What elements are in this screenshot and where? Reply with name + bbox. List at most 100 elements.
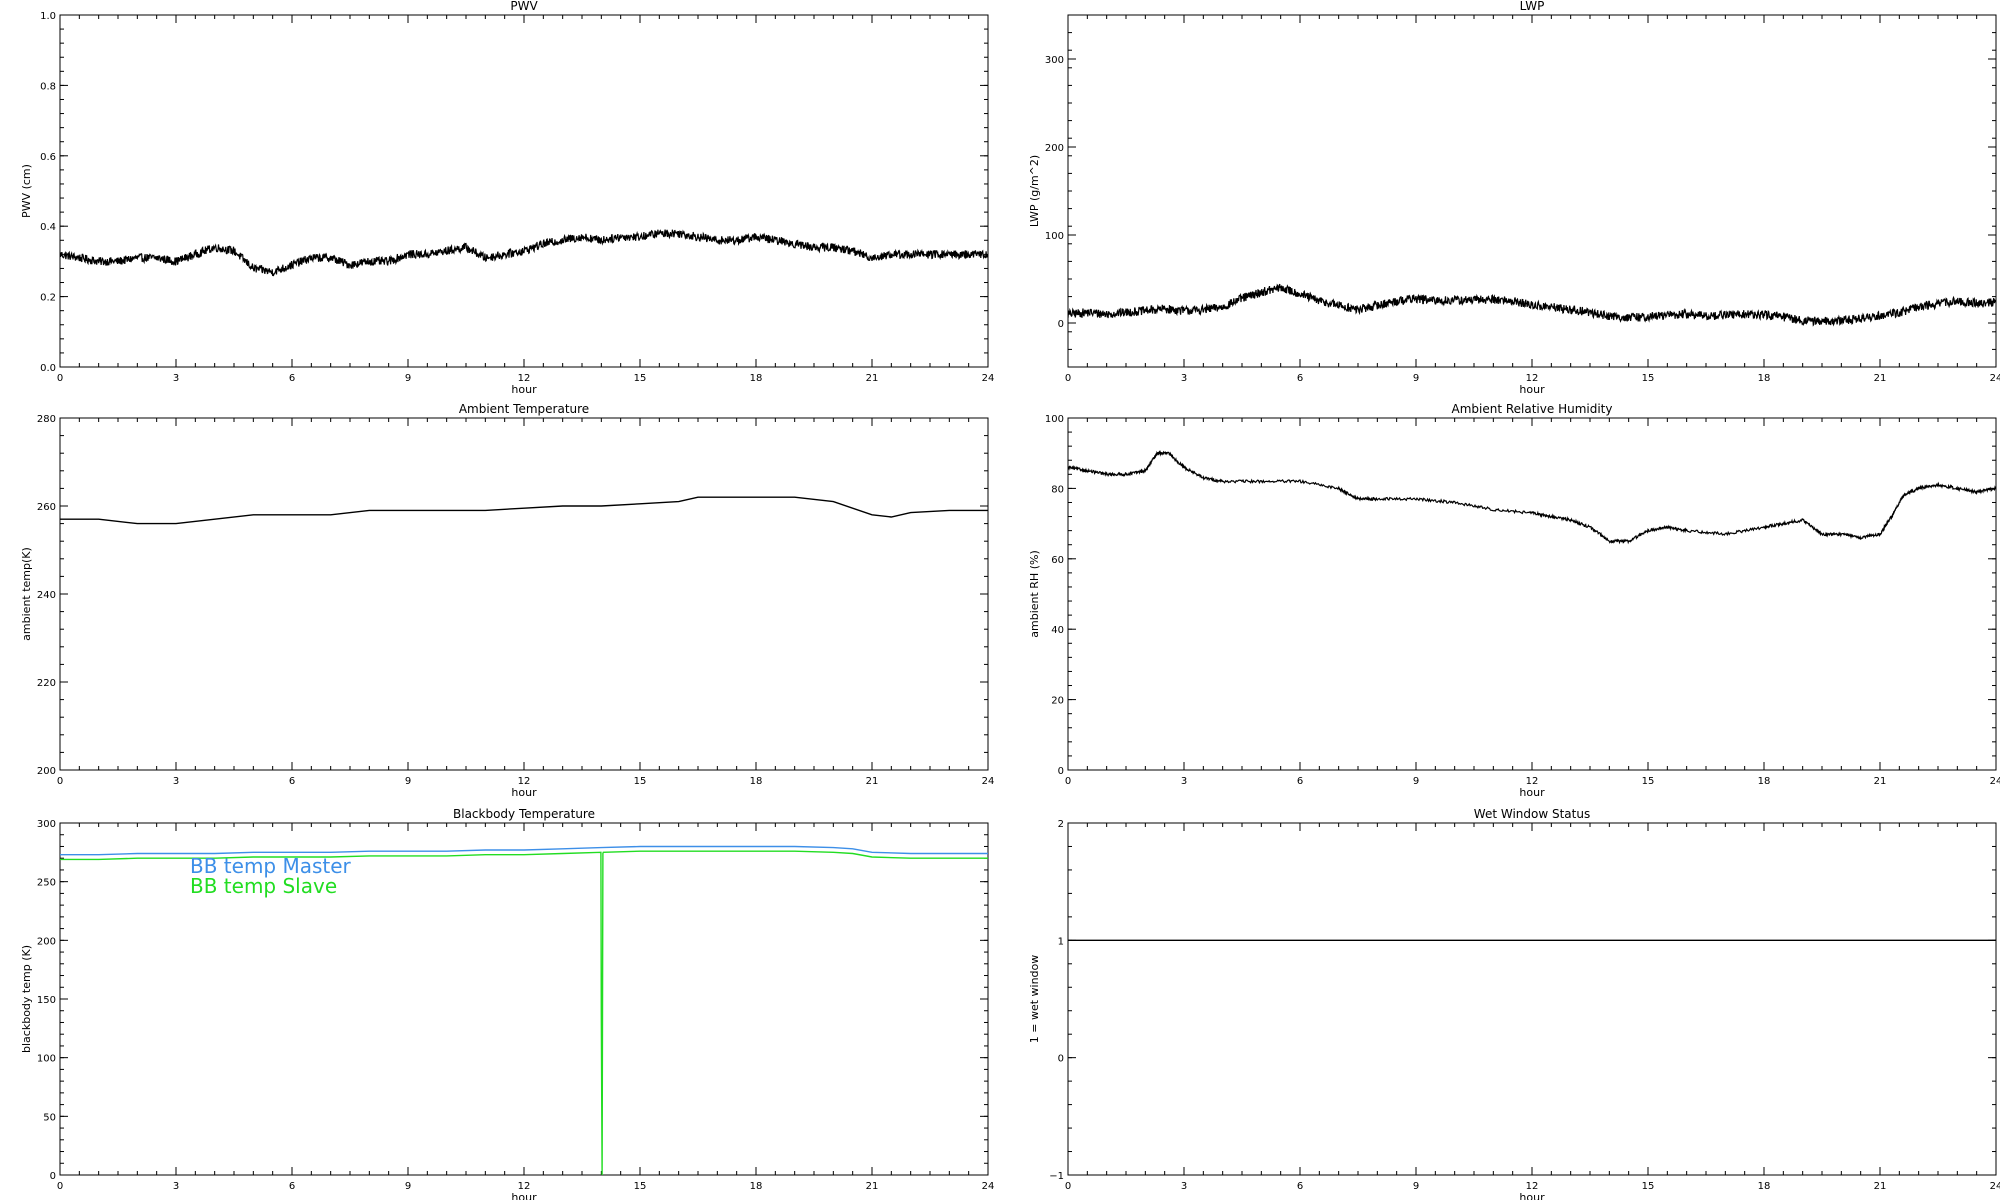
x-tick-label: 21: [866, 373, 879, 384]
chart-panel-3: Ambient Temperature 0 3 6 9 12 15 18 21 24 200 220 2…: [20, 402, 994, 799]
chart-title: Ambient Relative Humidity: [1452, 402, 1613, 416]
x-tick-label: 3: [173, 1181, 179, 1192]
y-axis-label: LWP (g/m^2): [1028, 155, 1041, 227]
x-tick-label: 0: [57, 776, 63, 787]
y-axis-label: blackbody temp (K): [20, 945, 33, 1053]
y-tick-label: 200: [37, 766, 56, 777]
x-tick-label: 6: [1297, 776, 1303, 787]
x-tick-label: 12: [518, 776, 531, 787]
x-tick-label: 24: [982, 776, 995, 787]
x-tick-label: 6: [289, 776, 295, 787]
x-tick-label: 21: [1874, 776, 1887, 787]
x-tick-label: 18: [750, 776, 763, 787]
x-tick-label: 24: [982, 373, 995, 384]
y-tick-label: 50: [43, 1112, 56, 1123]
plot-frame: [59, 14, 989, 368]
x-axis-label: hour: [1519, 1191, 1545, 1200]
x-tick-label: 18: [1758, 373, 1771, 384]
plot-frame: [59, 417, 989, 771]
y-tick-label: 0: [1058, 1054, 1064, 1065]
x-tick-label: 15: [634, 776, 647, 787]
x-tick-label: 12: [1526, 373, 1539, 384]
x-tick-label: 6: [289, 1181, 295, 1192]
legend-entry: BB temp Slave: [190, 874, 337, 898]
x-tick-label: 12: [518, 1181, 531, 1192]
x-tick-label: 9: [405, 373, 411, 384]
y-tick-label: −1: [1049, 1171, 1064, 1182]
chart-title: Wet Window Status: [1474, 807, 1590, 821]
x-tick-label: 9: [405, 1181, 411, 1192]
chart-title: LWP: [1520, 0, 1545, 13]
x-tick-label: 9: [1413, 373, 1419, 384]
x-tick-label: 9: [1413, 776, 1419, 787]
x-tick-label: 0: [1065, 776, 1071, 787]
x-tick-label: 15: [634, 373, 647, 384]
y-tick-label: 300: [1045, 55, 1064, 66]
x-tick-label: 3: [1181, 776, 1187, 787]
x-tick-label: 24: [1990, 1181, 2000, 1192]
x-tick-label: 3: [1181, 1181, 1187, 1192]
x-tick-label: 3: [173, 776, 179, 787]
x-tick-label: 18: [750, 1181, 763, 1192]
y-tick-label: 200: [37, 936, 56, 947]
y-tick-label: 2: [1058, 819, 1064, 830]
y-tick-label: 0.4: [40, 222, 56, 233]
y-axis-label: 1 = wet window: [1028, 955, 1041, 1044]
y-tick-label: 280: [37, 414, 56, 425]
x-tick-label: 21: [1874, 373, 1887, 384]
y-tick-label: 1: [1058, 936, 1064, 947]
x-axis-label: hour: [511, 1191, 537, 1200]
series-line-1: [60, 496, 988, 525]
y-tick-label: 0.2: [40, 293, 56, 304]
y-tick-label: 250: [37, 878, 56, 889]
x-axis-label: hour: [1519, 383, 1545, 396]
x-tick-label: 0: [1065, 1181, 1071, 1192]
y-tick-label: 0.8: [40, 81, 56, 92]
series-line-1: [1068, 450, 1996, 545]
chart-panel-4: Ambient Relative Humidity 0 3 6 9 12 15 18 21 24 0…: [1028, 402, 2000, 799]
x-tick-label: 15: [1642, 776, 1655, 787]
y-tick-label: 260: [37, 502, 56, 513]
x-tick-label: 9: [405, 776, 411, 787]
y-tick-label: 0: [1058, 319, 1064, 330]
series-line-1: [60, 229, 988, 277]
plot-frame: [1067, 822, 1997, 1176]
x-tick-label: 21: [1874, 1181, 1887, 1192]
series-line-bb-temp-master: [60, 845, 988, 856]
x-tick-label: 21: [866, 1181, 879, 1192]
y-tick-label: 240: [37, 590, 56, 601]
x-tick-label: 18: [1758, 1181, 1771, 1192]
chart-panel-5: Blackbody Temperature 0 3 6 9 12 15 18 21 24 0 50 10…: [20, 807, 994, 1200]
x-axis-label: hour: [511, 786, 537, 799]
x-tick-label: 9: [1413, 1181, 1419, 1192]
y-tick-label: 300: [37, 819, 56, 830]
x-axis-label: hour: [511, 383, 537, 396]
y-tick-label: 0.0: [40, 363, 56, 374]
y-tick-label: 80: [1051, 484, 1064, 495]
y-tick-label: 100: [1045, 414, 1064, 425]
x-tick-label: 24: [1990, 776, 2000, 787]
y-axis-label: PWV (cm): [20, 164, 33, 218]
y-axis-label: ambient RH (%): [1028, 550, 1041, 638]
x-tick-label: 18: [1758, 776, 1771, 787]
y-tick-label: 150: [37, 995, 56, 1006]
legend-entry: BB temp Master: [190, 854, 352, 878]
x-tick-label: 15: [634, 1181, 647, 1192]
x-tick-label: 6: [1297, 1181, 1303, 1192]
plot-frame: [1067, 14, 1997, 368]
series-line-1: [1068, 283, 1996, 327]
x-tick-label: 18: [750, 373, 763, 384]
y-tick-label: 1.0: [40, 11, 56, 22]
x-tick-label: 24: [982, 1181, 995, 1192]
series-line-bb-temp-slave: [60, 850, 988, 1175]
x-tick-label: 21: [866, 776, 879, 787]
chart-title: Ambient Temperature: [459, 402, 589, 416]
x-tick-label: 15: [1642, 1181, 1655, 1192]
y-tick-label: 60: [1051, 555, 1064, 566]
x-axis-label: hour: [1519, 786, 1545, 799]
y-tick-label: 20: [1051, 696, 1064, 707]
x-tick-label: 12: [518, 373, 531, 384]
chart-title: Blackbody Temperature: [453, 807, 595, 821]
